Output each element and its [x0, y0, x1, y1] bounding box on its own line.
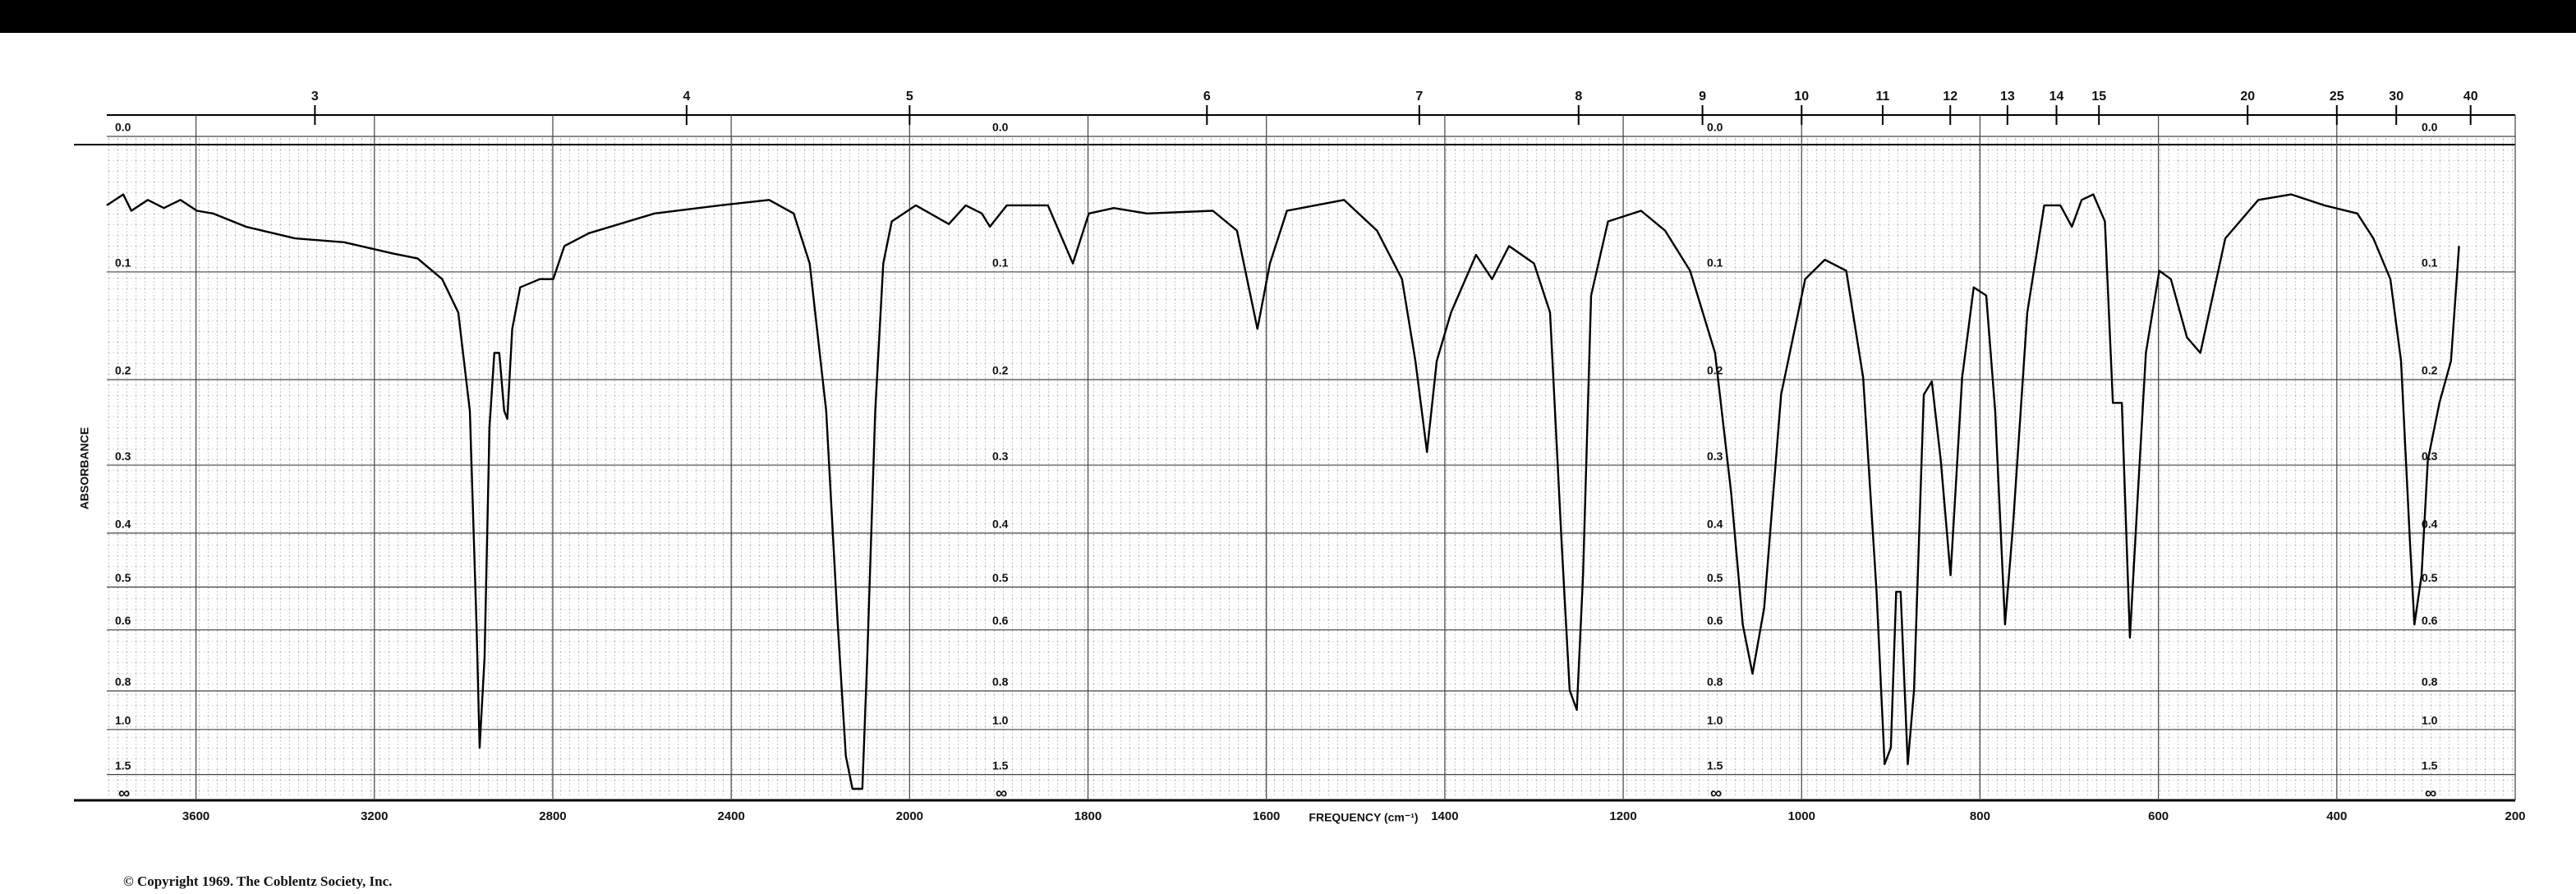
x-tick-label: 400	[2326, 809, 2347, 823]
x2-tick-label: 12	[1943, 90, 1957, 104]
x-tick-label: 600	[2148, 809, 2169, 823]
y-tick-label: 0.4	[1707, 517, 1723, 530]
y-tick-label: 0.2	[115, 364, 131, 377]
x2-tick-label: 8	[1575, 90, 1582, 104]
x-tick-label: 1800	[1074, 809, 1102, 823]
y-tick-label: 0.4	[2422, 517, 2438, 530]
y-tick-label: 0.0	[1707, 121, 1723, 134]
copyright: © Copyright 1969. The Coblentz Society, …	[123, 873, 392, 889]
x-tick-label: 1400	[1431, 809, 1458, 823]
x2-tick-label: 25	[2330, 90, 2344, 104]
x-axis-label: FREQUENCY (cm⁻¹)	[1309, 811, 1418, 824]
y-tick-label: 0.1	[1707, 256, 1723, 270]
y-end-label: ∞	[996, 784, 1007, 802]
y-end-label: ∞	[118, 784, 130, 802]
y-tick-label: 0.8	[115, 675, 131, 689]
y-tick-label: 0.4	[115, 517, 131, 530]
x2-tick-label: 40	[2463, 90, 2478, 104]
x2-tick-label: 5	[906, 90, 913, 104]
y-tick-label: 0.8	[1707, 675, 1723, 689]
y-tick-label: 0.0	[2422, 121, 2438, 134]
y-tick-label: 0.6	[1707, 614, 1723, 627]
x2-tick-label: 7	[1415, 90, 1423, 104]
y-tick-label: 0.8	[2422, 675, 2438, 689]
x2-tick-label: 20	[2240, 90, 2255, 104]
y-tick-label: 0.1	[992, 256, 1009, 270]
x2-tick-label: 14	[2049, 90, 2064, 104]
y-tick-label: 0.5	[992, 571, 1009, 584]
x2-tick-label: 9	[1699, 90, 1706, 104]
y-tick-label: 0.3	[992, 449, 1009, 463]
y-tick-label: 0.6	[992, 614, 1009, 627]
x2-tick-label: 11	[1876, 90, 1890, 104]
x-tick-label: 3200	[361, 809, 388, 823]
x-tick-label: 200	[2505, 809, 2525, 823]
x-tick-label: 1600	[1253, 809, 1280, 823]
y-tick-label: 0.0	[992, 121, 1009, 134]
y-tick-label: 0.1	[2422, 256, 2438, 270]
y-tick-label: 0.1	[115, 256, 131, 270]
x-tick-label: 2800	[539, 809, 566, 823]
y-tick-label: 0.3	[115, 449, 131, 463]
x2-tick-label: 4	[683, 90, 690, 104]
y-tick-label: 0.2	[2422, 364, 2438, 377]
y-tick-label: 1.0	[1707, 714, 1723, 727]
y-tick-label: 0.2	[1707, 364, 1723, 377]
x2-tick-label: 10	[1794, 90, 1809, 104]
y-tick-label: 1.0	[2422, 714, 2438, 727]
y-tick-label: 0.6	[115, 614, 131, 627]
x-tick-label: 1000	[1788, 809, 1815, 823]
y-tick-label: 1.5	[992, 758, 1009, 772]
y-tick-label: 1.0	[992, 714, 1009, 727]
y-tick-label: 0.0	[115, 121, 131, 134]
x2-tick-label: 6	[1203, 90, 1211, 104]
x2-tick-label: 15	[2091, 90, 2106, 104]
y-tick-label: 0.8	[992, 675, 1009, 689]
y-axis-label: ABSORBANCE	[78, 427, 91, 509]
top-band	[0, 0, 2576, 33]
y-tick-label: 1.0	[115, 714, 131, 727]
y-tick-label: 0.5	[115, 571, 131, 584]
x2-tick-label: 3	[311, 90, 319, 104]
x-tick-label: 800	[1970, 809, 1990, 823]
x-tick-label: 2400	[717, 809, 744, 823]
y-tick-label: 0.5	[1707, 571, 1723, 584]
y-end-label: ∞	[1710, 784, 1722, 802]
y-tick-label: 0.2	[992, 364, 1009, 377]
y-tick-label: 1.5	[2422, 758, 2438, 772]
x-tick-label: 1200	[1609, 809, 1636, 823]
y-tick-label: 1.5	[1707, 758, 1723, 772]
y-tick-label: 0.5	[2422, 571, 2438, 584]
y-tick-label: 0.6	[2422, 614, 2438, 627]
x2-tick-label: 30	[2389, 90, 2404, 104]
y-tick-label: 0.3	[1707, 449, 1723, 463]
y-tick-label: 1.5	[115, 758, 131, 772]
minor-grid	[107, 136, 2515, 795]
spectrum-line	[106, 193, 2460, 790]
x2-tick-label: 13	[2000, 90, 2015, 104]
x-tick-label: 2000	[896, 809, 923, 823]
y-tick-label: 0.4	[992, 517, 1009, 530]
y-end-label: ∞	[2425, 784, 2436, 802]
x-tick-label: 3600	[182, 809, 209, 823]
